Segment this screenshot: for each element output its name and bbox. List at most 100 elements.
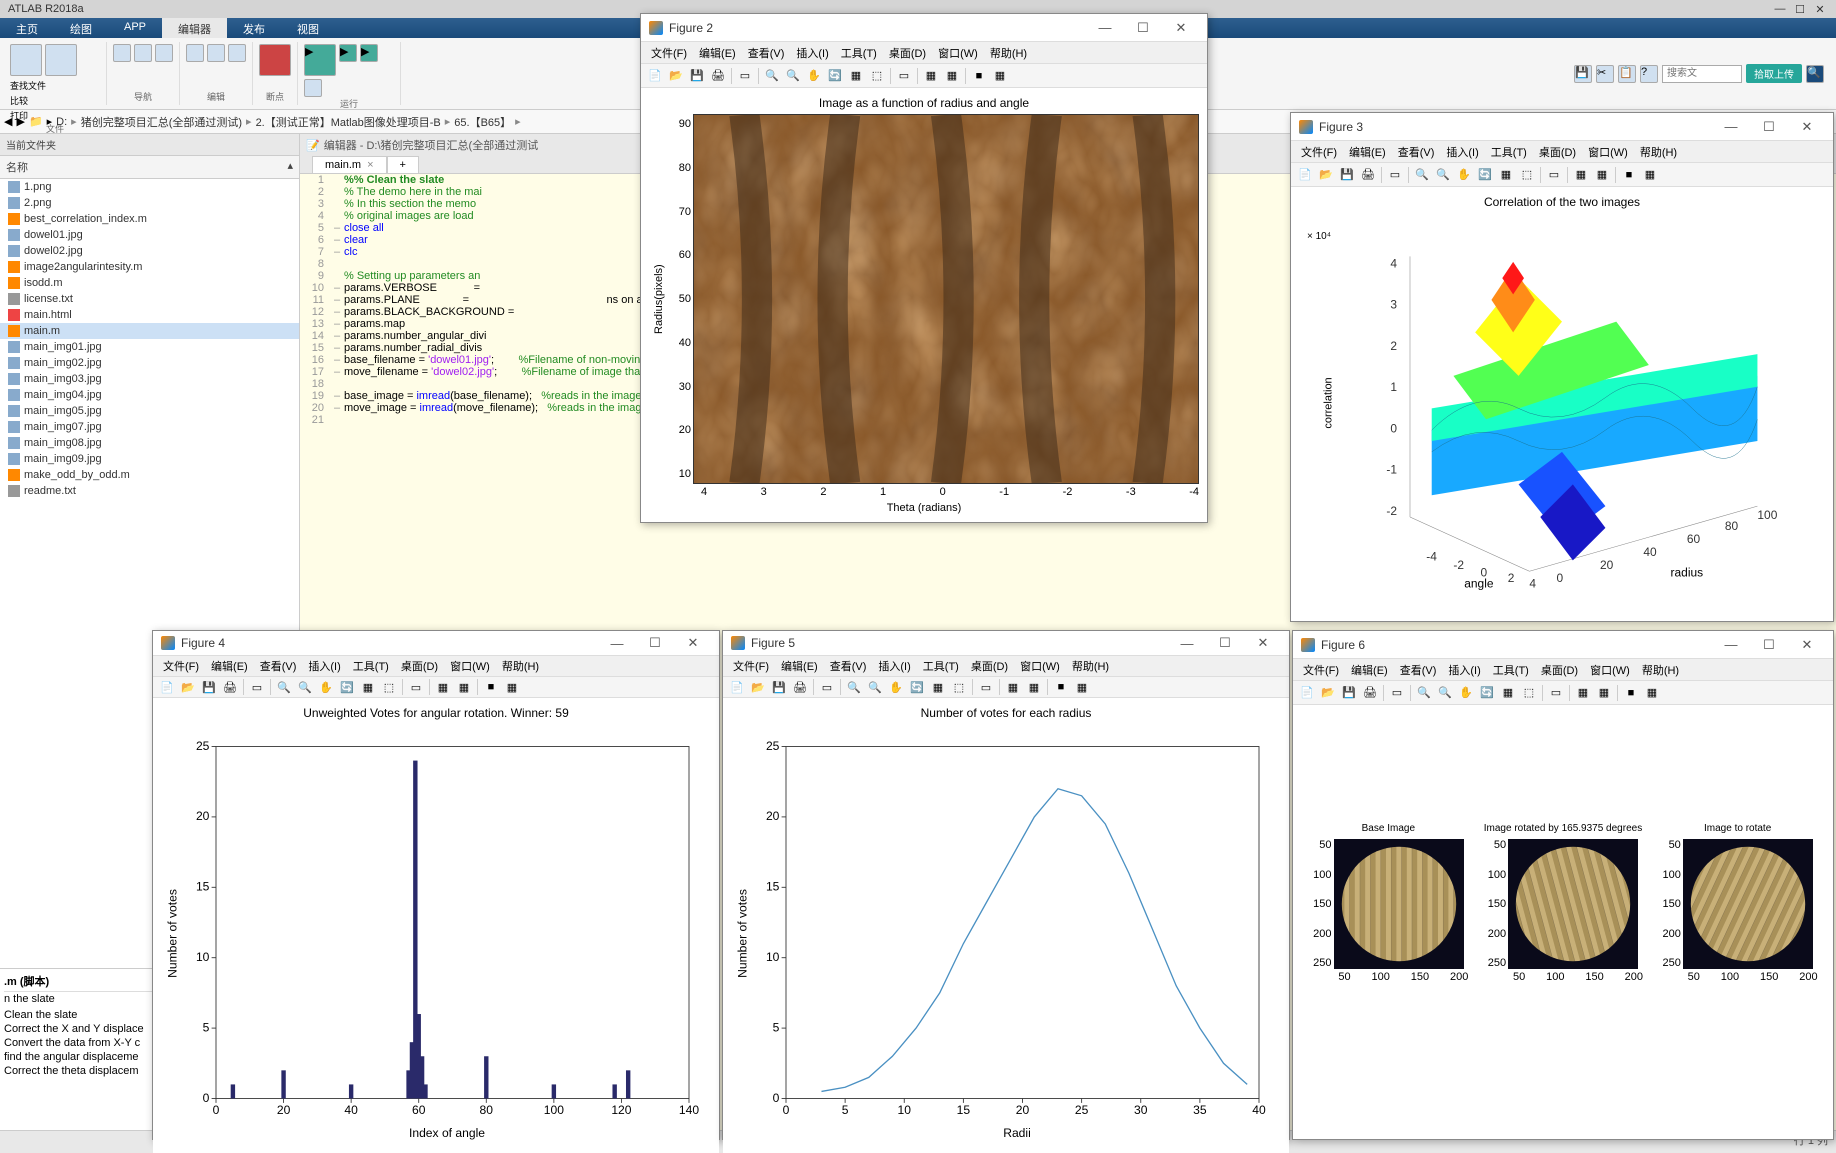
- file-item[interactable]: license.txt: [0, 291, 299, 307]
- toolbar-button[interactable]: ▭: [894, 66, 914, 86]
- toolbar-button[interactable]: ⬚: [379, 677, 399, 697]
- file-item[interactable]: main_img08.jpg: [0, 435, 299, 451]
- figure-menu-item[interactable]: 帮助(H): [984, 43, 1033, 63]
- toolbar-button[interactable]: ▭: [406, 677, 426, 697]
- minimize-button[interactable]: —: [1169, 631, 1205, 655]
- toolbar-button[interactable]: ■: [1621, 683, 1641, 703]
- figure-6-window[interactable]: Figure 6 —☐✕ 文件(F)编辑(E)查看(V)插入(I)工具(T)桌面…: [1292, 630, 1834, 1140]
- toolbar-button[interactable]: 🔄: [1475, 165, 1495, 185]
- file-item[interactable]: main_img04.jpg: [0, 387, 299, 403]
- figure-menu-item[interactable]: 文件(F): [157, 656, 205, 676]
- toolbar-button[interactable]: ▦: [1496, 165, 1516, 185]
- figure-3-window[interactable]: Figure 3 —☐✕ 文件(F)编辑(E)查看(V)插入(I)工具(T)桌面…: [1290, 112, 1834, 622]
- browse-button[interactable]: ▸: [47, 115, 53, 128]
- figure-menu-item[interactable]: 插入(I): [302, 656, 346, 676]
- toolbar-button[interactable]: ▦: [502, 677, 522, 697]
- toolbar-button[interactable]: ▦: [1571, 165, 1591, 185]
- toolbar-button[interactable]: 🔄: [907, 677, 927, 697]
- figure-menu-item[interactable]: 插入(I): [872, 656, 916, 676]
- toolbar-button[interactable]: 🔍: [1435, 683, 1455, 703]
- figure-menu-item[interactable]: 桌面(D): [395, 656, 444, 676]
- toolbar-button[interactable]: ⬚: [1519, 683, 1539, 703]
- search-input[interactable]: [1662, 65, 1742, 83]
- find-button[interactable]: [134, 44, 152, 62]
- toolbar-button[interactable]: 📂: [1316, 165, 1336, 185]
- toolbar-button[interactable]: ✋: [886, 677, 906, 697]
- toolbar-button[interactable]: 🔍: [295, 677, 315, 697]
- figure-menu-item[interactable]: 文件(F): [645, 43, 693, 63]
- toolbar-button[interactable]: 🖨: [220, 677, 240, 697]
- toolbar-button[interactable]: 🔄: [337, 677, 357, 697]
- file-item[interactable]: main.html: [0, 307, 299, 323]
- toolbar-button[interactable]: ▦: [990, 66, 1010, 86]
- toolbar-button[interactable]: ▭: [1544, 165, 1564, 185]
- figure-title-bar[interactable]: Figure 2 —☐✕: [641, 14, 1207, 42]
- toolbar-button[interactable]: ▭: [1546, 683, 1566, 703]
- toolbar-button[interactable]: 💾: [687, 66, 707, 86]
- toolbar-button[interactable]: ▦: [1003, 677, 1023, 697]
- figure-menu-item[interactable]: 桌面(D): [1535, 660, 1584, 680]
- figure-menu-item[interactable]: 帮助(H): [496, 656, 545, 676]
- file-item[interactable]: dowel01.jpg: [0, 227, 299, 243]
- close-tab-icon[interactable]: ×: [367, 159, 373, 171]
- file-item[interactable]: main.m: [0, 323, 299, 339]
- figure-menu-item[interactable]: 桌面(D): [965, 656, 1014, 676]
- minimize-button[interactable]: —: [1713, 115, 1749, 139]
- figure-menu-item[interactable]: 文件(F): [1297, 660, 1345, 680]
- figure-menu-item[interactable]: 编辑(E): [1345, 660, 1394, 680]
- help-icon[interactable]: ?: [1640, 65, 1658, 83]
- file-item[interactable]: readme.txt: [0, 483, 299, 499]
- file-item[interactable]: main_img05.jpg: [0, 403, 299, 419]
- toolbar-button[interactable]: ▦: [1642, 683, 1662, 703]
- figure-menu-item[interactable]: 窗口(W): [1582, 142, 1634, 162]
- figure-menu-item[interactable]: 插入(I): [790, 43, 834, 63]
- toolbar-button[interactable]: 🖨: [1360, 683, 1380, 703]
- toolbar-button[interactable]: 💾: [1337, 165, 1357, 185]
- toolbar-button[interactable]: ▦: [1024, 677, 1044, 697]
- figure-menu-item[interactable]: 查看(V): [254, 656, 303, 676]
- toolbar-button[interactable]: ▦: [1640, 165, 1660, 185]
- toolbar-button[interactable]: ▦: [942, 66, 962, 86]
- toolbar-button[interactable]: ▦: [1498, 683, 1518, 703]
- figure-menu-item[interactable]: 编辑(E): [205, 656, 254, 676]
- path-drive[interactable]: D:: [56, 116, 67, 128]
- maximize-button[interactable]: ☐: [1792, 3, 1808, 16]
- figure-title-bar[interactable]: Figure 3 —☐✕: [1291, 113, 1833, 141]
- toolbar-button[interactable]: 🔄: [825, 66, 845, 86]
- advance-button[interactable]: [304, 79, 322, 97]
- toolbar-button[interactable]: ⬚: [867, 66, 887, 86]
- file-item[interactable]: main_img03.jpg: [0, 371, 299, 387]
- close-button[interactable]: ✕: [675, 631, 711, 655]
- toolbar-button[interactable]: ▦: [921, 66, 941, 86]
- figure-menu-item[interactable]: 查看(V): [742, 43, 791, 63]
- minimize-button[interactable]: —: [1772, 3, 1788, 16]
- toolbar-button[interactable]: 🖨: [1358, 165, 1378, 185]
- figure-menu-item[interactable]: 插入(I): [1442, 660, 1486, 680]
- figure-menu-item[interactable]: 窗口(W): [932, 43, 984, 63]
- figure-menu-item[interactable]: 帮助(H): [1636, 660, 1685, 680]
- comment-button[interactable]: [207, 44, 225, 62]
- figure-menu-item[interactable]: 工具(T): [1487, 660, 1535, 680]
- toolbar-button[interactable]: 🔍: [1414, 683, 1434, 703]
- fwd-button[interactable]: ▶: [16, 115, 24, 128]
- toolbar-button[interactable]: 📂: [666, 66, 686, 86]
- back-button[interactable]: ◀: [4, 115, 12, 128]
- toolbar-button[interactable]: ▭: [976, 677, 996, 697]
- cut-icon[interactable]: ✂: [1596, 65, 1614, 83]
- toolbar-button[interactable]: ▦: [1594, 683, 1614, 703]
- figure-title-bar[interactable]: Figure 5 —☐✕: [723, 631, 1289, 656]
- figure-menu-item[interactable]: 窗口(W): [444, 656, 496, 676]
- column-header[interactable]: 名称▴: [0, 156, 299, 179]
- close-button[interactable]: ✕: [1789, 115, 1825, 139]
- file-item[interactable]: main_img07.jpg: [0, 419, 299, 435]
- close-button[interactable]: ✕: [1789, 633, 1825, 657]
- toolbar-button[interactable]: 🔍: [762, 66, 782, 86]
- figure-menu-item[interactable]: 工具(T): [835, 43, 883, 63]
- file-item[interactable]: 1.png: [0, 179, 299, 195]
- maximize-button[interactable]: ☐: [637, 631, 673, 655]
- upload-button[interactable]: 拾取上传: [1746, 64, 1802, 83]
- toolbar-button[interactable]: 🔍: [865, 677, 885, 697]
- figure-title-bar[interactable]: Figure 6 —☐✕: [1293, 631, 1833, 659]
- insert-button[interactable]: [186, 44, 204, 62]
- toolbar-button[interactable]: ■: [1619, 165, 1639, 185]
